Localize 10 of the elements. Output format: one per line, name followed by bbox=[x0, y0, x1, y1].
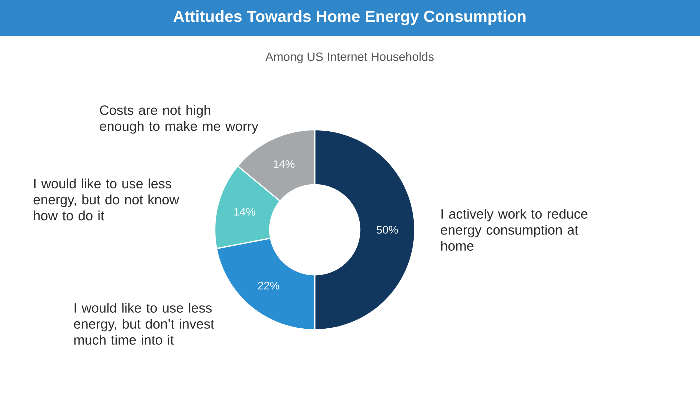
slice-label: I actively work to reduce energy consumption at home bbox=[441, 209, 588, 251]
data-label: 14% bbox=[234, 208, 256, 216]
slice-label: Costs are not high enough to make me worry bbox=[100, 105, 259, 134]
slice-label: I would like to use less energy, but don’t invest much time into it bbox=[74, 303, 214, 345]
data-label: 50% bbox=[376, 226, 398, 234]
chart-subtitle: Among US Internet Households bbox=[266, 52, 434, 64]
chart-title: Attitudes Towards Home Energy Consumption bbox=[174, 10, 526, 26]
slice-label: I would like to use less energy, but do not know how to do it bbox=[34, 178, 180, 221]
data-label: 22% bbox=[258, 282, 280, 290]
data-label: 14% bbox=[274, 160, 295, 168]
